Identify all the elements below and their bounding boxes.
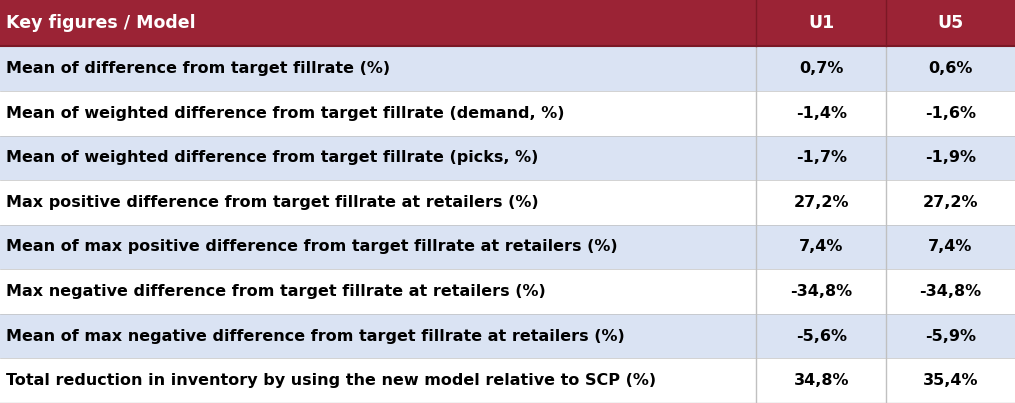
Text: Mean of difference from target fillrate (%): Mean of difference from target fillrate … — [6, 61, 390, 76]
Bar — [886, 135, 1015, 180]
Text: -5,6%: -5,6% — [796, 328, 847, 344]
Bar — [756, 46, 886, 91]
Bar — [756, 0, 886, 46]
Bar — [886, 180, 1015, 224]
Bar — [0, 180, 756, 224]
Bar — [0, 0, 756, 46]
Bar — [0, 135, 756, 180]
Bar — [886, 0, 1015, 46]
Bar — [756, 358, 886, 403]
Text: Key figures / Model: Key figures / Model — [6, 14, 196, 32]
Bar — [756, 314, 886, 358]
Text: 7,4%: 7,4% — [799, 239, 843, 254]
Text: 27,2%: 27,2% — [923, 195, 978, 210]
Text: 7,4%: 7,4% — [929, 239, 972, 254]
Bar — [886, 314, 1015, 358]
Bar — [886, 46, 1015, 91]
Bar — [0, 224, 756, 269]
Bar — [756, 91, 886, 135]
Text: -1,7%: -1,7% — [796, 150, 847, 165]
Text: 0,7%: 0,7% — [799, 61, 843, 76]
Bar — [0, 269, 756, 314]
Bar — [756, 269, 886, 314]
Text: Mean of max positive difference from target fillrate at retailers (%): Mean of max positive difference from tar… — [6, 239, 618, 254]
Text: U5: U5 — [938, 14, 963, 32]
Text: -34,8%: -34,8% — [790, 284, 853, 299]
Bar — [0, 91, 756, 135]
Text: 0,6%: 0,6% — [929, 61, 972, 76]
Text: 35,4%: 35,4% — [923, 373, 978, 388]
Bar — [756, 180, 886, 224]
Text: -5,9%: -5,9% — [925, 328, 976, 344]
Text: Max positive difference from target fillrate at retailers (%): Max positive difference from target fill… — [6, 195, 539, 210]
Bar — [0, 46, 756, 91]
Text: Max negative difference from target fillrate at retailers (%): Max negative difference from target fill… — [6, 284, 546, 299]
Text: 27,2%: 27,2% — [794, 195, 849, 210]
Text: -34,8%: -34,8% — [920, 284, 982, 299]
Text: U1: U1 — [808, 14, 834, 32]
Text: Mean of max negative difference from target fillrate at retailers (%): Mean of max negative difference from tar… — [6, 328, 625, 344]
Bar — [886, 269, 1015, 314]
Text: Mean of weighted difference from target fillrate (demand, %): Mean of weighted difference from target … — [6, 106, 564, 121]
Text: -1,6%: -1,6% — [925, 106, 976, 121]
Bar — [886, 91, 1015, 135]
Bar — [886, 358, 1015, 403]
Text: Total reduction in inventory by using the new model relative to SCP (%): Total reduction in inventory by using th… — [6, 373, 657, 388]
Bar — [756, 135, 886, 180]
Bar — [0, 358, 756, 403]
Bar — [756, 224, 886, 269]
Text: 34,8%: 34,8% — [794, 373, 849, 388]
Text: Mean of weighted difference from target fillrate (picks, %): Mean of weighted difference from target … — [6, 150, 539, 165]
Bar — [886, 224, 1015, 269]
Bar — [0, 314, 756, 358]
Text: -1,4%: -1,4% — [796, 106, 847, 121]
Text: -1,9%: -1,9% — [925, 150, 976, 165]
